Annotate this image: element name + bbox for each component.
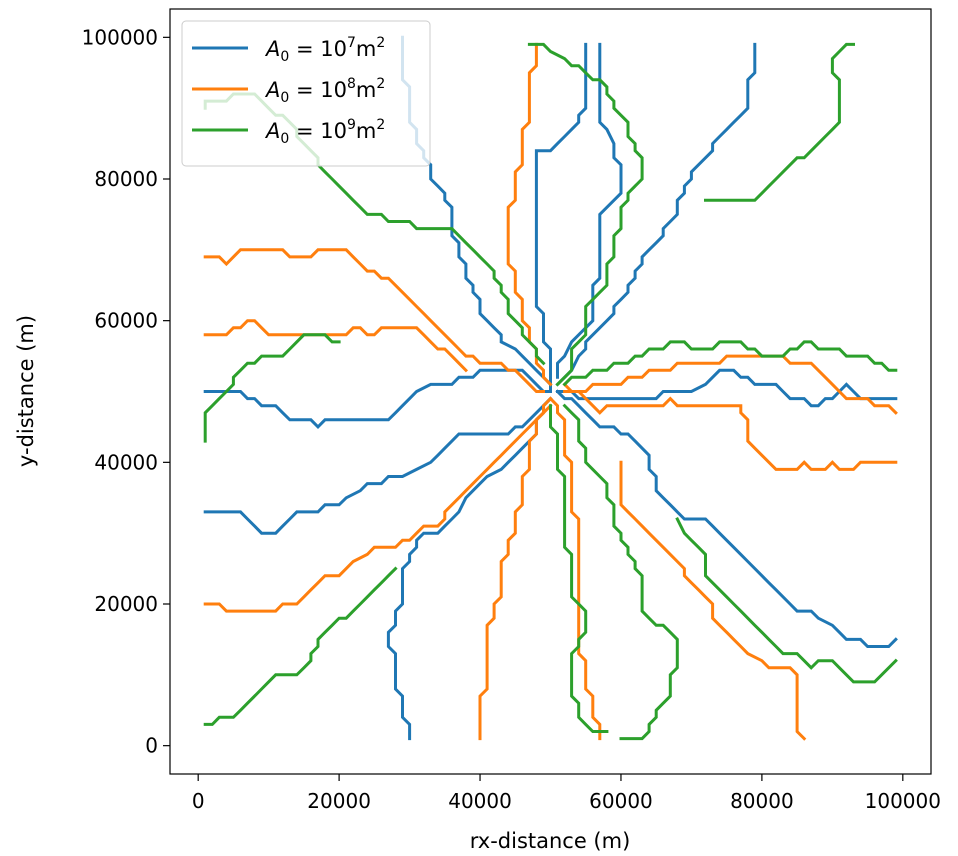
- series-line-13: [203, 248, 545, 393]
- series-layer: [203, 35, 898, 741]
- legend-label-3: A0 = 109m2: [264, 117, 385, 147]
- series-line-23: [704, 42, 855, 202]
- y-tick-label: 0: [145, 734, 158, 758]
- series-line-5: [534, 42, 588, 386]
- legend: A0 = 107m2 A0 = 108m2 A0 = 109m2: [181, 20, 431, 167]
- y-tick-label: 80000: [94, 167, 158, 191]
- legend-label-2: A0 = 108m2: [264, 76, 385, 106]
- series-line-26: [562, 403, 679, 741]
- y-axis-title: y-distance (m): [14, 315, 38, 467]
- series-line-10: [478, 396, 553, 741]
- series-line-12: [203, 319, 469, 373]
- series-line-27: [549, 404, 609, 733]
- x-tick-label: 100000: [865, 789, 941, 813]
- series-line-1: [386, 396, 553, 741]
- series-line-14: [506, 42, 553, 387]
- plot-area-frame: [169, 8, 932, 775]
- x-tick-label: 80000: [730, 789, 794, 813]
- series-line-17: [619, 460, 807, 741]
- series-line-15: [563, 354, 898, 415]
- series-line-24: [562, 340, 898, 387]
- y-tick-label: 20000: [94, 592, 158, 616]
- y-tick-label: 60000: [94, 309, 158, 333]
- series-line-16: [562, 382, 898, 471]
- y-tick-label: 100000: [82, 25, 158, 49]
- y-tick-label: 40000: [94, 450, 158, 474]
- series-line-19: [203, 566, 398, 726]
- x-tick-label: 0: [192, 789, 205, 813]
- x-tick-label: 40000: [448, 789, 512, 813]
- series-line-11: [203, 403, 553, 613]
- series-line-20: [203, 333, 341, 443]
- series-line-25: [675, 516, 898, 684]
- series-line-18: [548, 396, 602, 741]
- x-tick-label: 20000: [307, 789, 371, 813]
- x-axis-title: rx-distance (m): [470, 829, 631, 853]
- x-axis-ticks: 0 20000 40000 60000 80000 100000: [192, 774, 941, 813]
- series-line-22: [527, 42, 644, 387]
- series-line-6: [556, 42, 623, 379]
- series-line-7: [555, 42, 757, 387]
- legend-label-1: A0 = 107m2: [264, 35, 385, 65]
- y-axis-ticks: 0 20000 40000 60000 80000 100000: [82, 25, 170, 758]
- series-line-9: [555, 389, 898, 648]
- x-tick-label: 60000: [589, 789, 653, 813]
- series-line-2: [203, 396, 553, 535]
